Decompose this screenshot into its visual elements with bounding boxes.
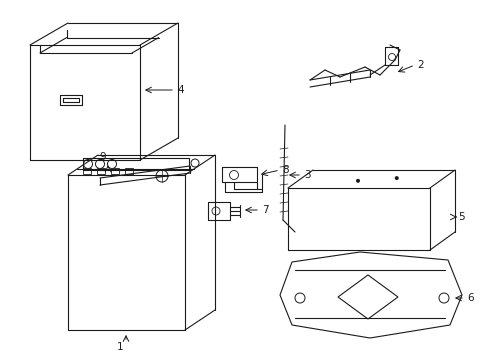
- Text: 9: 9: [100, 152, 106, 162]
- Text: 1: 1: [117, 342, 123, 352]
- Text: 4: 4: [177, 85, 183, 95]
- Bar: [124, 168, 132, 174]
- Circle shape: [355, 179, 359, 183]
- Text: 8: 8: [282, 165, 288, 175]
- Text: 7: 7: [262, 205, 268, 215]
- Text: 5: 5: [457, 212, 464, 222]
- Circle shape: [394, 176, 398, 180]
- Text: 3: 3: [304, 170, 310, 180]
- Text: 2: 2: [416, 60, 423, 70]
- Bar: [96, 168, 104, 174]
- Bar: [110, 168, 118, 174]
- Text: 6: 6: [466, 293, 473, 303]
- Bar: [82, 168, 90, 174]
